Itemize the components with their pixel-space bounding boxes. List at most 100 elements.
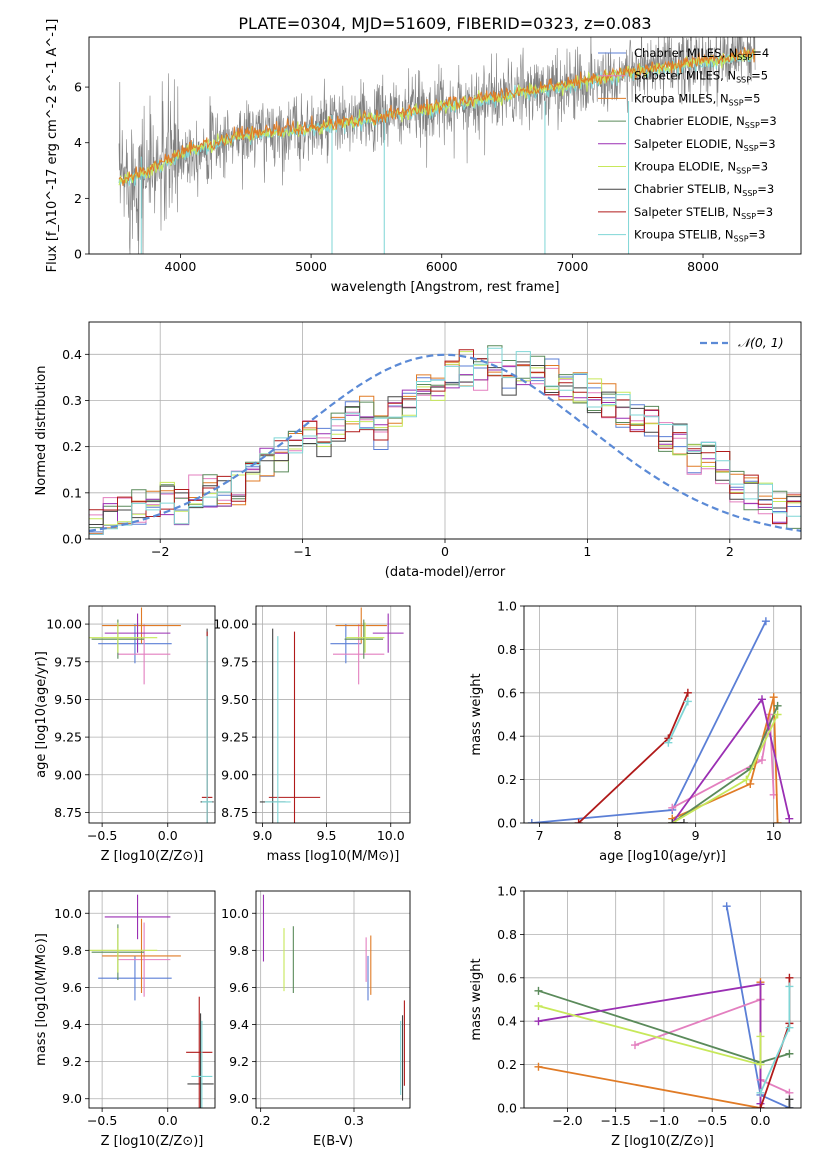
mass-weight-line bbox=[671, 714, 779, 823]
legend-label: Salpeter ELODIE, NSSP=3 bbox=[634, 137, 776, 153]
histogram-step-line bbox=[89, 347, 801, 535]
x-axis-label: (data-model)/error bbox=[385, 565, 506, 580]
y-tick-label: 0.6 bbox=[497, 685, 517, 700]
mass-weight-marker bbox=[785, 814, 794, 823]
legend-label: Chabrier STELIB, NSSP=3 bbox=[634, 182, 774, 198]
mass-weight-marker bbox=[773, 819, 782, 823]
mass-weight-marker bbox=[756, 980, 765, 989]
mass-weight-marker bbox=[773, 701, 782, 710]
x-tick-label: 10 bbox=[766, 828, 782, 843]
mass-weight-marker bbox=[668, 803, 677, 812]
spectrum-panel: 4000 5000 6000 7000 8000 0 2 4 6 wavelength [Angs… bbox=[45, 19, 802, 295]
plot-area bbox=[89, 607, 214, 823]
plot-area bbox=[259, 607, 404, 823]
legend-label: Chabrier ELODIE, NSSP=3 bbox=[634, 114, 777, 130]
x-tick-label: 7 bbox=[536, 828, 544, 843]
y-tick-label: 8.75 bbox=[54, 805, 82, 820]
mass-weight-marker bbox=[679, 819, 688, 823]
y-tick-label: 2 bbox=[74, 191, 82, 206]
x-axis-label: Z [log10(Z/Z⊙)] bbox=[101, 1134, 204, 1149]
axes-frame bbox=[88, 890, 216, 1109]
plot-area bbox=[262, 894, 405, 1101]
y-tick-label: 8.75 bbox=[221, 805, 249, 820]
y-tick-label: 10.00 bbox=[46, 617, 82, 632]
grid bbox=[256, 891, 410, 1108]
mass-weight-marker bbox=[785, 973, 794, 982]
y-tick-label: 0.8 bbox=[497, 642, 517, 657]
y-tick-label: 9.6 bbox=[229, 980, 249, 995]
x-tick-label: 4000 bbox=[165, 259, 197, 274]
x-tick-label: 8000 bbox=[687, 259, 719, 274]
y-tick-label: 9.4 bbox=[62, 1017, 82, 1032]
mass-weight-marker bbox=[668, 819, 677, 823]
y-tick-label: 0.4 bbox=[62, 347, 82, 362]
x-tick-label: 10.0 bbox=[377, 828, 405, 843]
mass-weight-marker bbox=[757, 695, 766, 704]
mass-weight-marker bbox=[534, 1017, 543, 1026]
mass-weight-marker bbox=[574, 819, 583, 823]
y-axis-label: Normed distribution bbox=[34, 366, 49, 496]
mass-weight-marker bbox=[756, 1060, 765, 1069]
y-tick-label: 9.00 bbox=[221, 767, 249, 782]
mass-weight-marker bbox=[757, 756, 766, 765]
y-axis-label: mass [log10(M/M⊙)] bbox=[34, 933, 49, 1066]
y-tick-label: 9.00 bbox=[54, 767, 82, 782]
mass-weight-marker bbox=[683, 697, 692, 706]
x-tick-label: 1 bbox=[583, 544, 591, 559]
mass-weight-marker bbox=[785, 1095, 794, 1104]
figure-title: PLATE=0304, MJD=51609, FIBERID=0323, z=0… bbox=[238, 14, 651, 33]
y-axis-label: mass weight bbox=[469, 673, 484, 755]
x-tick-label: −0.5 bbox=[697, 1113, 727, 1128]
mass-vs-ebv-panel: 0.2 0.3 9.0 9.2 9.4 9.6 9.8 10.0 E(B-V) bbox=[221, 890, 411, 1149]
y-tick-label: 0.2 bbox=[497, 1057, 517, 1072]
y-tick-label: 0.8 bbox=[497, 927, 517, 942]
mass-weight-marker bbox=[534, 1002, 543, 1011]
x-tick-label: 0.0 bbox=[158, 1113, 178, 1128]
x-tick-label: −0.5 bbox=[87, 828, 117, 843]
mass-weight-marker bbox=[664, 738, 673, 747]
legend-label: 𝒩(0, 1) bbox=[738, 335, 784, 350]
x-tick-label: 6000 bbox=[426, 259, 458, 274]
y-tick-label: 9.8 bbox=[229, 943, 249, 958]
axes-frame bbox=[255, 890, 411, 1109]
y-tick-label: 0.4 bbox=[497, 1014, 517, 1029]
x-tick-label: 0.0 bbox=[158, 828, 178, 843]
grid bbox=[89, 891, 215, 1108]
legend-label: Kroupa ELODIE, NSSP=3 bbox=[634, 160, 768, 176]
x-tick-label: 0 bbox=[441, 544, 449, 559]
mass-weight-line bbox=[671, 705, 779, 823]
x-tick-label: 0.3 bbox=[344, 1113, 364, 1128]
y-tick-label: 0.2 bbox=[62, 439, 82, 454]
axes-frame bbox=[523, 605, 802, 824]
mass-weight-marker bbox=[756, 1032, 765, 1041]
plot-area bbox=[89, 894, 214, 1108]
axes-frame bbox=[523, 890, 802, 1109]
mass-weight-line bbox=[759, 977, 791, 1108]
y-tick-label: 9.2 bbox=[229, 1054, 249, 1069]
y-axis-label: mass weight bbox=[469, 958, 484, 1040]
mass-weight-marker bbox=[742, 775, 751, 784]
y-tick-label: 10.0 bbox=[221, 906, 249, 921]
x-tick-label: −2 bbox=[151, 544, 169, 559]
y-tick-label: 0.1 bbox=[62, 485, 82, 500]
y-tick-label: 10.00 bbox=[213, 617, 249, 632]
y-tick-label: 9.0 bbox=[62, 1091, 82, 1106]
y-tick-label: 0.0 bbox=[62, 532, 82, 547]
mass-weight-marker bbox=[785, 1049, 794, 1058]
grid bbox=[89, 606, 215, 823]
y-tick-label: 9.4 bbox=[229, 1017, 249, 1032]
mass-weight-marker bbox=[630, 1041, 639, 1050]
y-tick-label: 9.75 bbox=[221, 654, 249, 669]
y-axis-label: age [log10(age/yr)] bbox=[34, 651, 49, 778]
grid bbox=[256, 606, 410, 823]
legend-label: Salpeter MILES, NSSP=5 bbox=[634, 69, 768, 85]
x-tick-label: 2 bbox=[726, 544, 734, 559]
mass-weight-line bbox=[577, 692, 689, 823]
y-tick-label: 4 bbox=[74, 135, 82, 150]
mass-weight-marker bbox=[746, 779, 755, 788]
mass-weight-line bbox=[538, 1005, 762, 1066]
axes-frame bbox=[88, 36, 802, 255]
y-tick-label: 0.4 bbox=[497, 729, 517, 744]
x-tick-label: 9.0 bbox=[252, 828, 272, 843]
